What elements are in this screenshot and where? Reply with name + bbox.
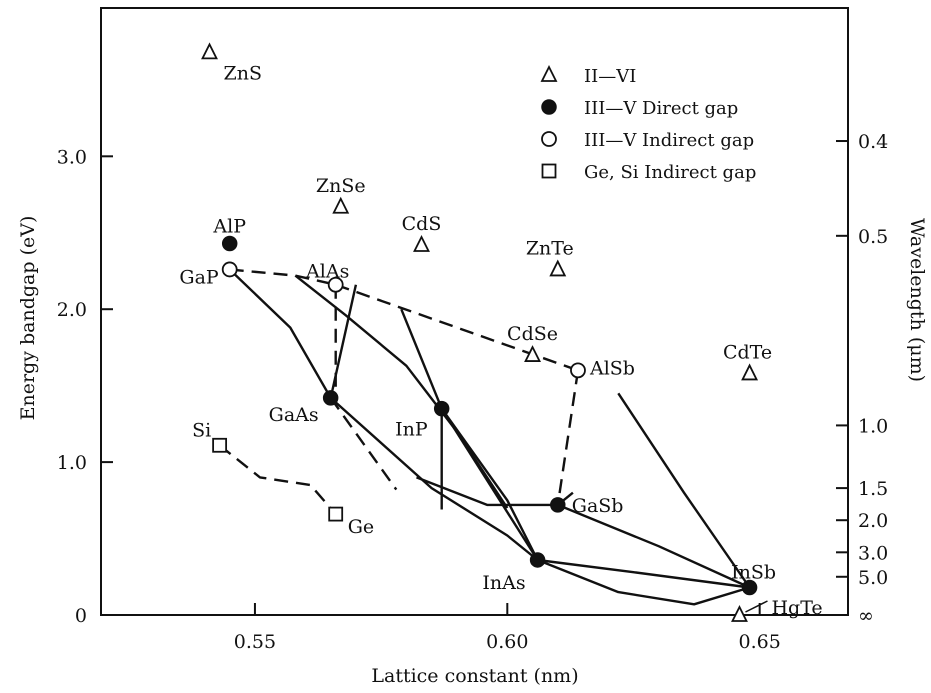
curve-solid xyxy=(440,407,539,561)
point-label-znte: ZnTe xyxy=(526,237,574,259)
point-label-alas: AlAs xyxy=(305,261,349,283)
wavelength-tick-label: 1.5 xyxy=(858,478,888,500)
wavelength-tick-label: ∞ xyxy=(858,605,874,627)
legend-marker-square xyxy=(541,163,557,179)
point-ge xyxy=(328,506,344,522)
legend-marker-open-circle xyxy=(541,131,557,147)
curve-solid xyxy=(557,503,751,589)
curve-solid xyxy=(537,558,750,589)
curve-dashed xyxy=(218,444,337,515)
y-tick-label: 1.0 xyxy=(57,452,87,474)
hgte-leader-line xyxy=(745,600,768,613)
x-tick-label: 0.60 xyxy=(486,631,528,653)
plot-frame xyxy=(100,7,849,616)
wavelength-tick-label: 3.0 xyxy=(858,542,888,564)
plot-border xyxy=(100,7,849,616)
legend-label: III—V Indirect gap xyxy=(584,130,754,151)
point-alsb xyxy=(570,362,586,379)
legend: II—VI III—V Direct gap III—V Indirect gap G… xyxy=(540,64,756,183)
axis-ticks: 0.55 0.60 0.65 0 1.0 2.0 3.0 0.4 0.5 1.0 1.5 2.0 3.0… xyxy=(57,131,888,653)
point-cds xyxy=(413,234,430,252)
point-insb xyxy=(741,579,758,596)
point-cdse xyxy=(524,345,542,362)
point-zns xyxy=(201,42,218,60)
point-hgte xyxy=(731,604,748,622)
legend-marker-triangle xyxy=(540,64,558,82)
curve-solid xyxy=(416,476,558,507)
point-label-gasb: GaSb xyxy=(572,495,624,517)
point-label-inp: InP xyxy=(395,419,428,441)
point-cdte xyxy=(741,363,759,381)
point-gasb xyxy=(550,497,566,513)
wavelength-tick-label: 0.4 xyxy=(858,131,888,153)
y-tick-label: 0 xyxy=(75,605,87,627)
point-gaas xyxy=(322,390,339,406)
point-label-alsb: AlSb xyxy=(589,357,635,379)
point-label-cds: CdS xyxy=(402,213,442,235)
x-tick-label: 0.55 xyxy=(234,631,276,653)
curve-solid xyxy=(440,407,539,561)
point-label-znse: ZnSe xyxy=(316,175,366,197)
curve-solid xyxy=(617,392,751,589)
point-label-gap: GaP xyxy=(179,266,219,288)
curve-solid xyxy=(400,308,443,410)
legend-label: II—VI xyxy=(584,66,636,87)
curve-dashed xyxy=(229,268,336,286)
legend-label: III—V Direct gap xyxy=(584,98,738,119)
wavelength-tick-label: 2.0 xyxy=(858,510,888,532)
wavelength-tick-label: 1.0 xyxy=(858,415,888,437)
point-label-si: Si xyxy=(192,419,211,441)
data-points: ZnS ZnSe CdS ZnTe CdSe CdTe HgTe AlP GaAs InP GaSb… xyxy=(179,42,823,622)
curve-dashed xyxy=(329,397,398,491)
point-inas xyxy=(529,552,546,568)
curve-solid xyxy=(537,558,750,606)
curve-solid xyxy=(329,284,358,399)
point-label-inas: InAs xyxy=(482,572,525,594)
wavelength-tick-label: 0.5 xyxy=(858,226,888,248)
point-label-cdse: CdSe xyxy=(507,323,558,345)
curve-solid xyxy=(228,268,332,399)
point-si xyxy=(212,437,228,453)
y-axis-title: Energy bandgap (eV) xyxy=(17,216,39,421)
point-label-cdte: CdTe xyxy=(723,341,772,363)
point-label-zns: ZnS xyxy=(224,62,262,84)
point-znse xyxy=(332,196,350,214)
point-label-alp: AlP xyxy=(212,215,246,237)
x-axis-title: Lattice constant (nm) xyxy=(371,665,578,687)
legend-marker-filled-circle xyxy=(541,99,557,115)
point-gap xyxy=(221,261,238,278)
point-label-insb: InSb xyxy=(731,561,776,583)
y-tick-label: 3.0 xyxy=(57,146,87,168)
y-tick-label: 2.0 xyxy=(57,299,87,321)
point-alp xyxy=(221,235,238,252)
point-label-ge: Ge xyxy=(348,516,374,538)
wavelength-tick-label: 5.0 xyxy=(858,567,888,589)
curve-solid xyxy=(329,397,539,561)
point-label-gaas: GaAs xyxy=(269,404,319,426)
point-label-hgte: HgTe xyxy=(771,597,822,619)
legend-label: Ge, Si Indirect gap xyxy=(584,162,756,183)
point-alas xyxy=(327,276,344,293)
wavelength-axis-title: Wavelength (μm) xyxy=(906,218,928,382)
point-znte xyxy=(549,259,567,277)
connecting-curves xyxy=(218,268,751,606)
point-inp xyxy=(433,400,450,417)
x-tick-label: 0.65 xyxy=(739,631,781,653)
curve-dashed xyxy=(556,370,580,506)
